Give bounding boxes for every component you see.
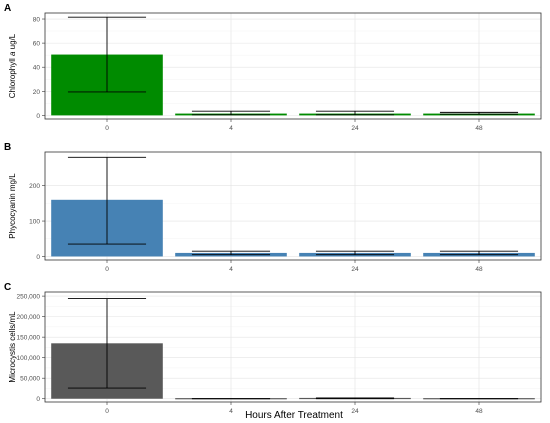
panel-c: 0 50,000 100,000 150,000 200,000 250,000 0 4 24 4… xyxy=(4,282,542,415)
x-tick-label: 0 xyxy=(105,408,109,415)
plot-border xyxy=(44,151,542,261)
x-tick-label: 24 xyxy=(351,408,359,415)
y-axis-label: Phycocyanin mg/L xyxy=(8,173,17,239)
x-tick-label: 48 xyxy=(475,408,483,415)
x-tick-label: 48 xyxy=(475,266,483,273)
panel-b: 0 100 200 0 4 24 48 B Phycocyanin mg/L xyxy=(4,142,542,273)
panel-label: B xyxy=(4,142,11,153)
y-axis-label-unit: ug/L xyxy=(8,33,17,51)
x-tick-label: 24 xyxy=(351,266,359,273)
y-tick-label: 80 xyxy=(33,17,41,24)
y-axis-label: Microcystis cells/mL xyxy=(8,311,17,383)
y-tick-label: 100,000 xyxy=(17,355,41,362)
y-axis-label: Chlorophyll a ug/L xyxy=(8,33,17,98)
y-tick-label: 150,000 xyxy=(17,335,41,342)
y-tick-label: 60 xyxy=(33,41,41,48)
x-tick-label: 4 xyxy=(229,125,233,132)
plot-border xyxy=(44,12,542,120)
x-tick-label: 0 xyxy=(105,266,109,273)
y-tick-label: 200,000 xyxy=(17,314,41,321)
y-tick-label: 0 xyxy=(36,396,40,403)
y-axis-label-text: Chlorophyll xyxy=(8,56,17,98)
y-tick-label: 50,000 xyxy=(20,376,40,383)
panel-label: A xyxy=(4,3,11,14)
panel-a: 0 20 40 60 80 0 4 24 48 A Chlorophyll a ug/L xyxy=(4,3,542,132)
y-tick-label: 200 xyxy=(29,183,40,190)
panel-label: C xyxy=(4,282,11,293)
x-tick-label: 48 xyxy=(475,125,483,132)
y-tick-label: 100 xyxy=(29,219,40,226)
y-tick-label: 40 xyxy=(33,65,41,72)
y-tick-label: 20 xyxy=(33,89,41,96)
x-tick-label: 4 xyxy=(229,266,233,273)
y-tick-label: 250,000 xyxy=(17,294,41,301)
y-axis-label-text: Phycocyanin mg/L xyxy=(8,173,17,239)
x-tick-label: 24 xyxy=(351,125,359,132)
y-axis-label-italic: a xyxy=(8,51,17,56)
x-tick-label: 0 xyxy=(105,125,109,132)
plot-border xyxy=(44,291,542,403)
x-axis-label: Hours After Treatment xyxy=(245,410,343,421)
y-tick-label: 0 xyxy=(36,113,40,120)
y-axis-label-text: Microcystis cells/mL xyxy=(8,311,17,383)
y-tick-label: 0 xyxy=(36,254,40,261)
x-tick-label: 4 xyxy=(229,408,233,415)
